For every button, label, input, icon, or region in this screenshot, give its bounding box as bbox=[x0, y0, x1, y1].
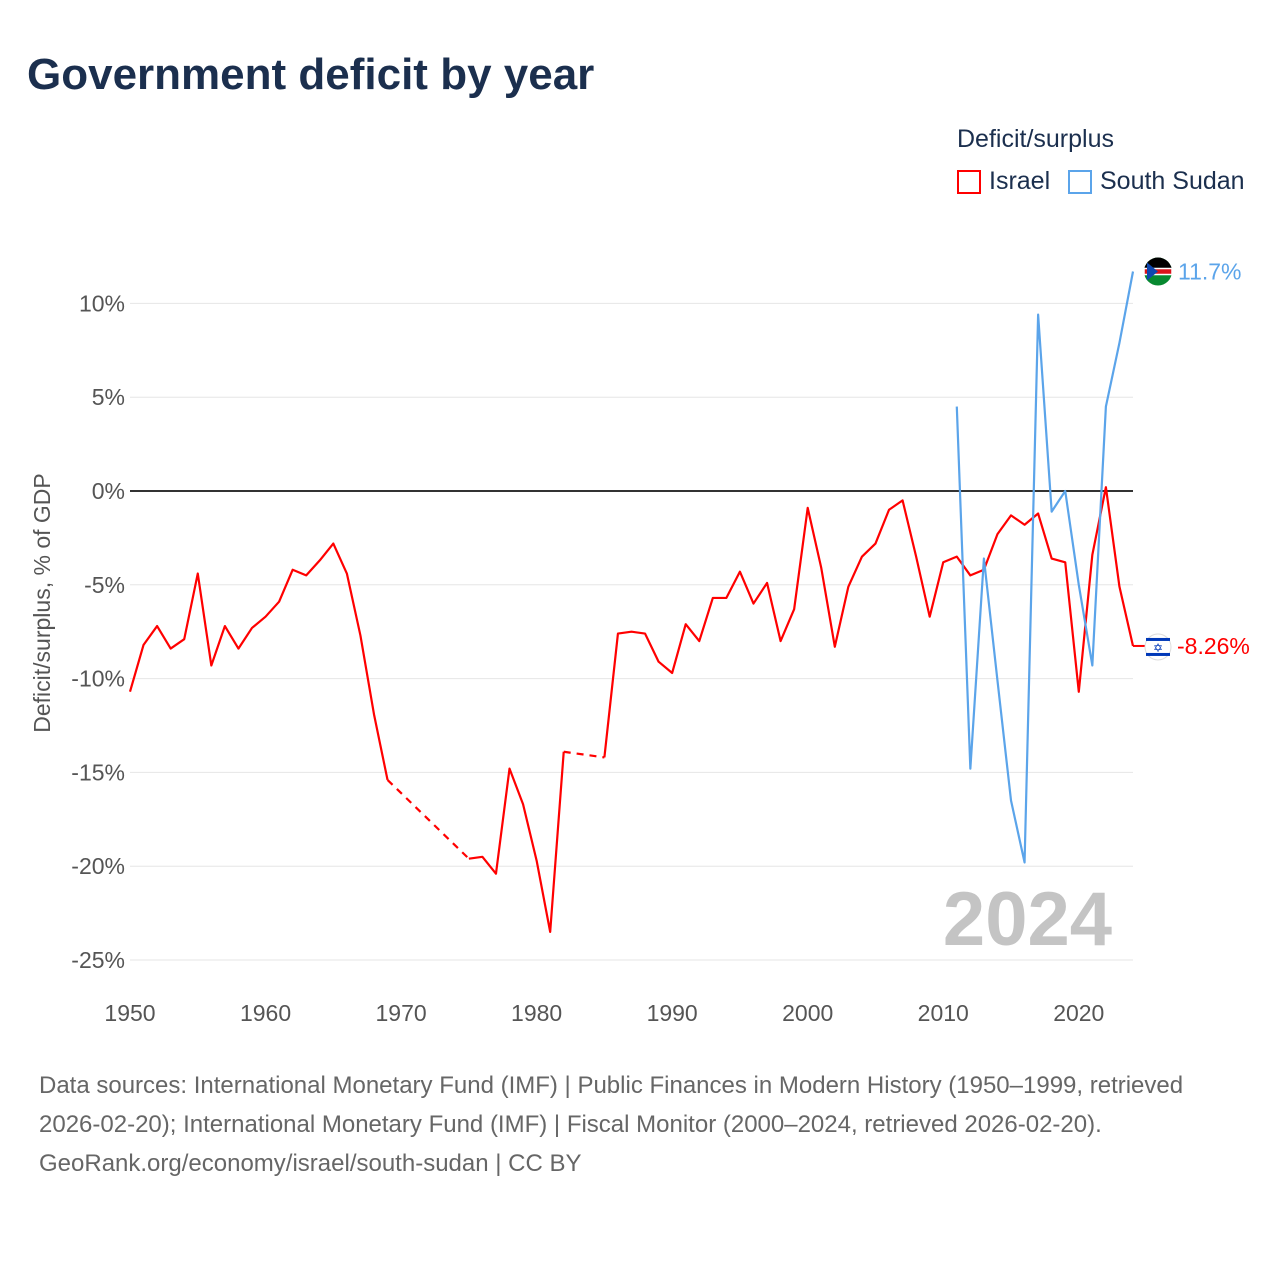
source-link[interactable]: GeoRank.org/economy/israel/south-sudan |… bbox=[39, 1150, 582, 1177]
legend-swatch-israel bbox=[957, 169, 981, 194]
series-gap-israel bbox=[563, 750, 605, 759]
y-axis-label: Deficit/surplus, % of GDP bbox=[29, 473, 55, 732]
plot-area: 2024 Deficit/surplus, % of GDP 10% 5% 0% -5… bbox=[29, 257, 1250, 1026]
x-tick-label: 1970 bbox=[375, 1000, 426, 1026]
legend-swatch-south-sudan bbox=[1068, 169, 1092, 194]
year-watermark: 2024 bbox=[943, 877, 1112, 962]
y-tick-label: -15% bbox=[71, 759, 125, 785]
legend-label: South Sudan bbox=[1100, 167, 1245, 195]
series-gap-israel bbox=[386, 779, 470, 860]
source-note: Data sources: International Monetary Fun… bbox=[39, 1066, 1239, 1183]
end-label-israel: -8.26% bbox=[1177, 633, 1250, 659]
y-tick-label: -10% bbox=[71, 666, 125, 692]
y-tick-label: 5% bbox=[92, 384, 125, 410]
chart-title: Government deficit by year bbox=[27, 50, 595, 99]
series-line-south-sudan bbox=[955, 271, 1135, 864]
x-tick-label: 1990 bbox=[647, 1000, 698, 1026]
israel-flag-stripe bbox=[1146, 652, 1170, 656]
x-tick-label: 2020 bbox=[1053, 1000, 1104, 1026]
x-tick-label: 2010 bbox=[918, 1000, 969, 1026]
israel-flag-star: ✡ bbox=[1153, 641, 1163, 655]
israel-flag-stripe bbox=[1146, 637, 1170, 641]
x-tick-label: 1950 bbox=[104, 1000, 155, 1026]
series-line-israel bbox=[468, 751, 565, 933]
legend-label: Israel bbox=[989, 167, 1051, 195]
x-tick-label: 1980 bbox=[511, 1000, 562, 1026]
legend-item-israel[interactable]: Israel bbox=[957, 167, 1050, 196]
x-tick-label: 1960 bbox=[240, 1000, 291, 1026]
series-line-israel bbox=[128, 542, 389, 781]
y-tick-label: 0% bbox=[92, 478, 125, 504]
y-tick-label: -25% bbox=[71, 947, 125, 973]
x-tick-label: 2000 bbox=[782, 1000, 833, 1026]
south-sudan-flag-triangle bbox=[1147, 262, 1158, 281]
legend-item-south-sudan[interactable]: South Sudan bbox=[1068, 167, 1245, 196]
source-text: Data sources: International Monetary Fun… bbox=[39, 1072, 1184, 1138]
end-label-south-sudan: 11.7% bbox=[1178, 259, 1242, 285]
y-tick-label: -5% bbox=[84, 572, 125, 598]
y-tick-label: 10% bbox=[79, 290, 125, 316]
y-tick-label: -20% bbox=[71, 853, 125, 879]
legend-title: Deficit/surplus bbox=[957, 125, 1114, 153]
series-line-israel bbox=[603, 486, 1135, 758]
